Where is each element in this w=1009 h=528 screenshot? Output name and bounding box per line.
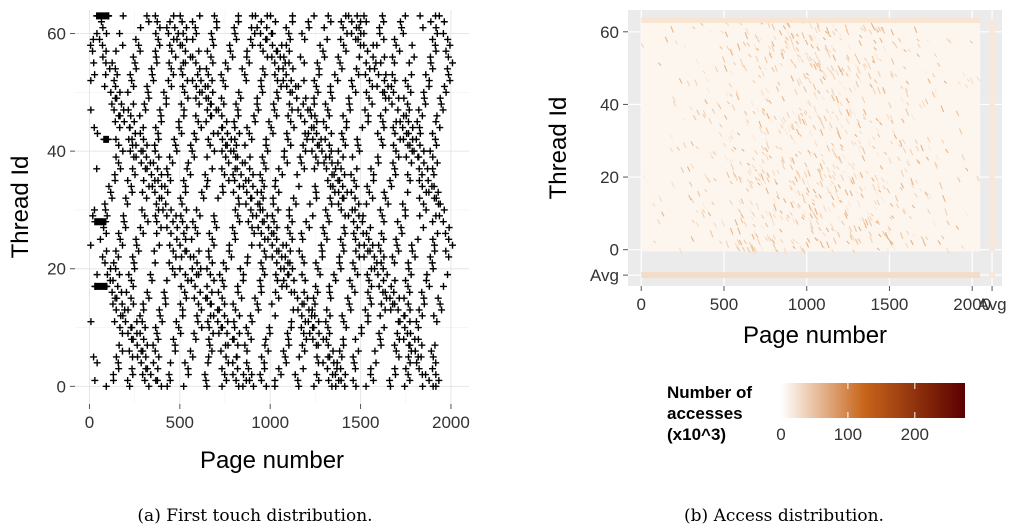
heatmap-base xyxy=(641,19,980,251)
plot-b-ylabel: Thread Id xyxy=(545,97,572,200)
y-tick-label: 20 xyxy=(600,168,619,187)
legend-title-line-1: Number of xyxy=(667,383,752,402)
x-tick-label: 1500 xyxy=(342,413,380,432)
plot-b-heatmap-cells xyxy=(641,17,995,278)
first-touch-chart: 0 500 1000 1500 2000 0 20 40 60 Page number Thre… xyxy=(7,10,470,526)
y-tick-label: Avg xyxy=(590,266,619,285)
x-tick-label: 1000 xyxy=(788,295,826,314)
x-tick-label: 500 xyxy=(710,295,738,314)
y-tick-label: 40 xyxy=(47,142,66,161)
colorbar xyxy=(781,383,965,418)
heatmap-avg-column xyxy=(989,19,995,251)
heatmap-top-row xyxy=(641,18,980,23)
y-tick-label: 60 xyxy=(600,23,619,42)
legend-title-line-3: (x10^3) xyxy=(667,425,726,444)
x-tick-label: 0 xyxy=(637,295,646,314)
colorbar-tick-label: 200 xyxy=(901,425,929,444)
colorbar-tick-label: 0 xyxy=(776,425,785,444)
heatmap-avg-cell xyxy=(989,272,995,278)
colorbar-legend: Number of accesses (x10^3) 0 100 200 xyxy=(667,383,965,444)
x-tick-label: 0 xyxy=(85,413,94,432)
y-tick-label: 60 xyxy=(47,25,66,44)
x-tick-label: 1500 xyxy=(871,295,909,314)
x-tick-label: 2000 xyxy=(432,413,470,432)
legend-title-line-2: accesses xyxy=(667,404,743,423)
x-tick-label: Avg xyxy=(978,295,1007,314)
y-tick-label: 0 xyxy=(57,377,66,396)
plot-a-caption: (a) First touch distribution. xyxy=(137,506,372,526)
colorbar-tick-label: 100 xyxy=(834,425,862,444)
plot-b-xlabel: Page number xyxy=(743,322,887,349)
heatmap-avg-row xyxy=(641,272,980,278)
plot-b-caption: (b) Access distribution. xyxy=(684,506,884,526)
y-tick-label: 40 xyxy=(600,95,619,114)
plot-a-xlabel: Page number xyxy=(200,447,344,474)
y-tick-label: 20 xyxy=(47,260,66,279)
plot-a-ylabel: Thread Id xyxy=(7,156,34,259)
access-heatmap-chart: 0 500 1000 1500 2000AvgAvg0204060 Page numbe… xyxy=(545,10,1007,526)
x-tick-label: 500 xyxy=(166,413,194,432)
x-tick-label: 1000 xyxy=(251,413,289,432)
y-tick-label: 0 xyxy=(610,241,619,260)
